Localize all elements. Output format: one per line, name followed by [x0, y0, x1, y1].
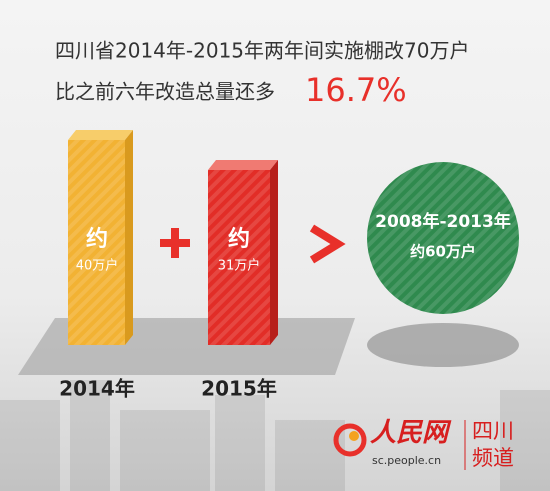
bar-amount: 31万户	[218, 258, 261, 274]
logo-channel: 四川	[472, 419, 514, 443]
logo-dot	[349, 431, 359, 441]
bar-top	[208, 160, 278, 170]
bar-label: 2014年	[59, 377, 135, 401]
logo-url: sc.people.cn	[372, 454, 441, 467]
greater-sign	[309, 224, 346, 264]
circle-period: 2008年-2013年	[375, 211, 511, 232]
bar-label: 2015年	[201, 377, 277, 401]
bar-texture	[208, 170, 270, 345]
bar-top	[68, 130, 133, 140]
logo: 人民网 sc.people.cn 四川 频道	[333, 418, 514, 470]
headline-line1: 四川省2014年-2015年两年间实施棚改70万户	[55, 39, 469, 63]
circle-shadow	[367, 323, 519, 367]
bar-texture	[68, 140, 125, 345]
bar-side	[270, 160, 278, 345]
city-silhouette	[0, 380, 550, 491]
bar-prefix: 约	[228, 226, 250, 252]
plus-sign	[160, 228, 190, 258]
logo-channel: 频道	[472, 446, 514, 470]
headline-line2: 比之前六年改造总量还多	[55, 80, 275, 104]
headline-highlight: 16.7%	[305, 71, 407, 109]
bar-prefix: 约	[86, 226, 108, 252]
logo-mark	[333, 423, 367, 457]
bar-side	[125, 130, 133, 345]
circle-texture	[367, 162, 519, 314]
circle-amount: 约60万户	[410, 243, 476, 261]
logo-brand: 人民网	[370, 418, 452, 448]
bar-amount: 40万户	[76, 258, 119, 274]
